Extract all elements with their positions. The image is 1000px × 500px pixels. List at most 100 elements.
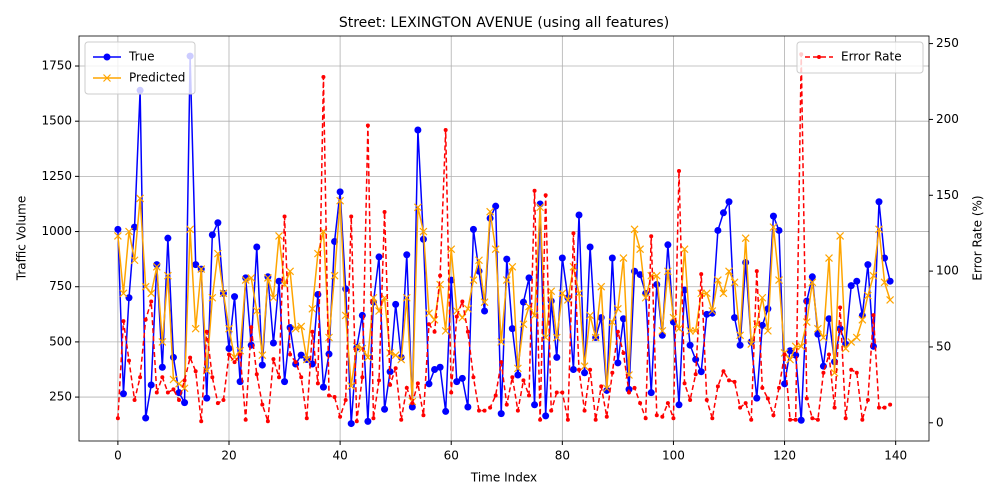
data-point: [758, 321, 766, 329]
data-point: [663, 267, 672, 276]
data-point: [199, 419, 204, 424]
data-point: [702, 289, 711, 298]
series-line: [117, 56, 891, 424]
data-point: [392, 300, 400, 308]
data-point: [793, 417, 798, 422]
data-point: [203, 394, 211, 402]
data-point: [377, 378, 381, 383]
data-point: [753, 394, 761, 402]
data-point: [741, 234, 750, 243]
data-point: [315, 381, 320, 386]
data-point: [343, 398, 348, 403]
data-point: [149, 299, 154, 304]
data-point: [558, 289, 567, 298]
data-point: [742, 258, 750, 266]
legend-label: Error Rate: [841, 50, 902, 64]
data-point: [288, 352, 293, 357]
data-point: [477, 408, 481, 413]
data-point: [660, 414, 665, 419]
series-line: [117, 54, 891, 422]
data-point: [593, 417, 598, 422]
data-point: [658, 331, 666, 339]
data-point: [336, 188, 344, 196]
data-point: [464, 403, 472, 411]
data-point: [327, 393, 331, 398]
data-point: [603, 386, 611, 394]
data-point: [330, 271, 339, 280]
data-point: [649, 234, 654, 239]
data-point: [886, 277, 894, 285]
data-point: [725, 198, 733, 206]
data-point: [788, 417, 793, 422]
data-point: [864, 261, 872, 269]
data-point: [638, 401, 643, 406]
data-point: [397, 355, 406, 364]
data-point: [569, 365, 577, 373]
data-point: [438, 273, 443, 278]
data-point: [169, 375, 178, 384]
data-point: [875, 198, 883, 206]
data-point: [819, 333, 828, 342]
legend-marker: [817, 55, 821, 59]
data-point: [693, 372, 698, 377]
data-point: [764, 305, 772, 313]
data-point: [382, 209, 387, 214]
data-point: [481, 307, 489, 315]
data-point: [147, 381, 155, 389]
data-point: [443, 128, 448, 133]
data-point: [238, 352, 243, 357]
data-point: [625, 385, 633, 393]
data-point: [692, 356, 700, 364]
data-point: [252, 307, 261, 315]
data-point: [436, 280, 445, 289]
data-point: [441, 326, 450, 335]
data-point: [558, 254, 566, 262]
data-point: [802, 318, 811, 326]
data-point: [613, 304, 622, 313]
data-point: [427, 322, 431, 327]
data-point: [282, 214, 287, 219]
data-point: [521, 378, 526, 383]
data-point: [142, 414, 150, 422]
data-point: [765, 396, 770, 401]
data-point: [636, 271, 644, 279]
data-point: [386, 349, 395, 357]
data-point: [636, 245, 645, 254]
chart-title: Street: LEXINGTON AVENUE (using all feat…: [339, 15, 669, 31]
data-point: [569, 262, 578, 271]
data-point: [769, 223, 778, 232]
data-point: [286, 267, 295, 276]
data-point: [158, 363, 166, 371]
data-point: [641, 293, 650, 302]
data-point: [565, 417, 570, 422]
data-point: [314, 290, 322, 298]
data-point: [263, 273, 272, 282]
data-point: [408, 403, 416, 411]
data-point: [491, 245, 500, 254]
data-point: [258, 361, 266, 369]
data-point: [763, 326, 772, 335]
data-point: [554, 390, 559, 395]
data-point: [871, 313, 876, 318]
data-point: [127, 358, 131, 363]
data-point: [630, 225, 639, 234]
data-point: [586, 311, 595, 320]
data-point: [727, 378, 731, 383]
data-point: [614, 359, 622, 367]
legend-label: True: [128, 50, 155, 64]
legend-box: [796, 41, 924, 74]
data-point: [797, 416, 805, 424]
data-point: [852, 333, 861, 342]
data-point: [258, 351, 267, 360]
data-point: [769, 212, 777, 220]
data-point: [241, 276, 250, 285]
data-point: [736, 341, 744, 349]
data-point: [154, 390, 159, 395]
data-point: [719, 289, 728, 298]
data-point: [386, 368, 394, 376]
data-point: [132, 398, 137, 403]
data-point: [253, 243, 261, 251]
data-point: [721, 369, 726, 374]
data-point: [460, 299, 465, 304]
data-point: [791, 342, 800, 351]
